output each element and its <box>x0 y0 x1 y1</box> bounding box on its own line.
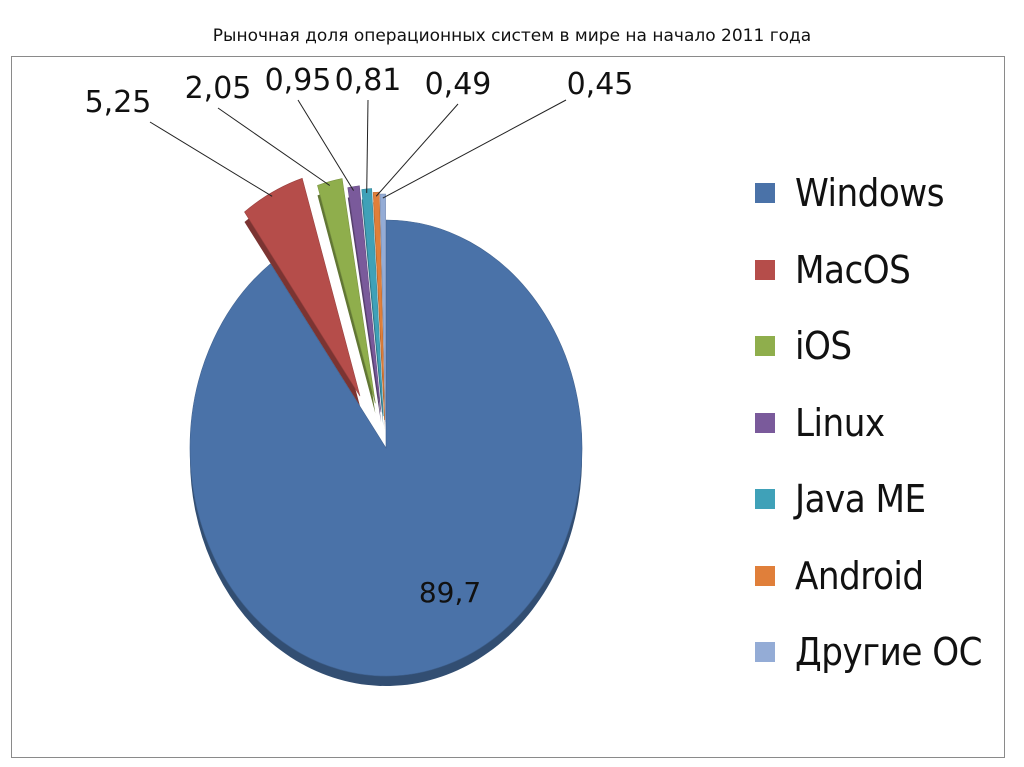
leader-line-macos <box>149 121 273 197</box>
legend-swatch-linux <box>755 412 775 433</box>
data-label-android: 0,49 <box>425 67 492 102</box>
legend-swatch-other-os <box>755 642 775 663</box>
legend-item-macos: MacOS <box>755 232 982 309</box>
leader-line-linux <box>297 99 355 191</box>
pie-slice-linux <box>347 185 382 413</box>
legend-item-android: Android <box>755 538 982 615</box>
legend-item-ios: iOS <box>755 308 982 385</box>
legend-swatch-android <box>755 565 775 586</box>
pie-slice-ios <box>317 178 376 404</box>
data-labels: 89,7 5,25 2,05 0,95 0,81 0,49 0,45 <box>85 63 634 609</box>
pie-depth-ios <box>317 188 376 414</box>
leader-line-ios <box>217 107 330 186</box>
legend-label-windows: Windows <box>795 171 945 216</box>
legend-item-windows: Windows <box>755 155 982 232</box>
legend-item-java-me: Java ME <box>755 461 982 538</box>
pie-slice-series-6 <box>379 193 386 423</box>
pie-slice-macos <box>244 177 361 397</box>
data-label-windows: 89,7 <box>419 576 481 609</box>
legend-swatch-java-me <box>755 489 775 510</box>
pie-depth-linux <box>347 195 381 423</box>
legend-item-other-os: Другие ОС <box>755 614 983 691</box>
legend-swatch-windows <box>755 183 775 204</box>
legend-swatch-ios <box>755 336 775 357</box>
data-label-linux: 0,95 <box>265 63 332 98</box>
pie-slice-windows <box>189 219 583 677</box>
leader-lines <box>149 99 567 199</box>
legend-label-macos: MacOS <box>795 247 911 292</box>
pie-depth-java-me <box>361 198 384 427</box>
leader-line-android <box>375 103 459 197</box>
legend-label-linux: Linux <box>795 400 885 445</box>
chart-legend: Windows MacOS iOS Linux Java ME Android … <box>755 155 983 691</box>
data-label-macos: 5,25 <box>85 85 152 120</box>
leader-line-java-me <box>366 99 369 193</box>
leader-line-series-6 <box>382 99 567 199</box>
data-label-java-me: 0,81 <box>335 63 402 98</box>
page-title: Рыночная доля операционных систем в мире… <box>212 26 812 46</box>
legend-label-java-me: Java ME <box>795 477 926 522</box>
legend-label-other-os: Другие ОС <box>795 630 983 675</box>
data-label-ios: 2,05 <box>185 71 252 106</box>
legend-item-linux: Linux <box>755 385 982 462</box>
legend-swatch-macos <box>755 259 775 280</box>
pie-depth-android <box>373 202 385 431</box>
legend-label-android: Android <box>795 553 924 598</box>
data-label-series-6: 0,45 <box>567 67 634 102</box>
pie-slices <box>189 177 583 677</box>
legend-label-ios: iOS <box>795 324 852 369</box>
